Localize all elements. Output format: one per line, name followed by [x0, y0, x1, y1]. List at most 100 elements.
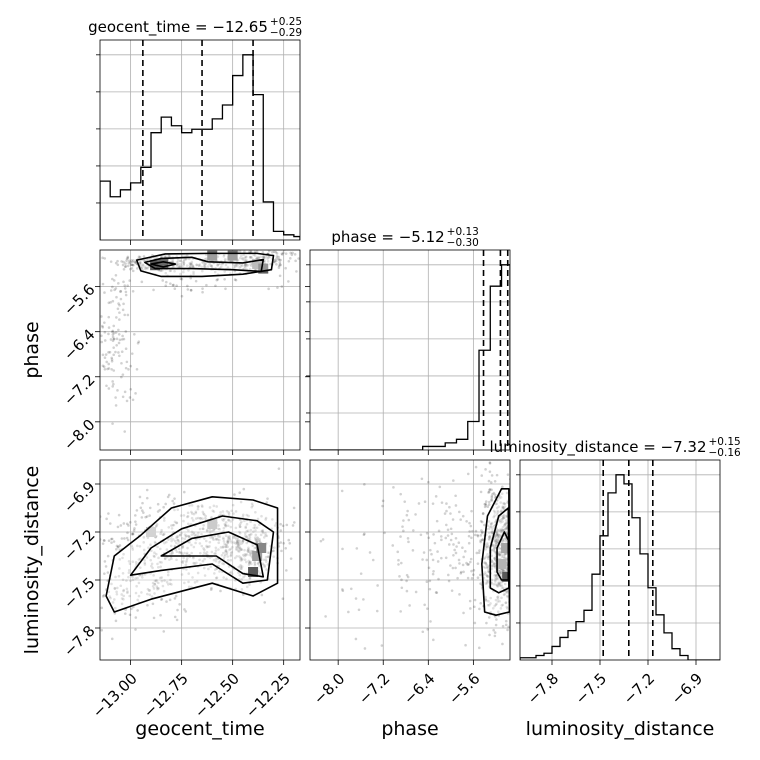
pair-geocent_time-luminosity_distance-point — [249, 520, 252, 524]
pair-phase-luminosity_distance-point — [324, 615, 327, 618]
pair-geocent_time-luminosity_distance-point — [145, 515, 149, 518]
pair-phase-luminosity_distance-point — [341, 588, 344, 591]
pair-phase-luminosity_distance-point — [498, 571, 502, 575]
pair-phase-luminosity_distance-point — [497, 576, 500, 580]
pair-geocent_time-luminosity_distance-point — [149, 543, 152, 546]
pair-geocent_time-luminosity_distance-point — [123, 537, 126, 540]
pair-geocent_time-phase-point — [143, 267, 147, 271]
pair-geocent_time-phase-point — [264, 255, 268, 259]
pair-phase-luminosity_distance-point — [512, 564, 515, 567]
pair-geocent_time-luminosity_distance-point — [226, 539, 230, 543]
pair-geocent_time-luminosity_distance-point — [258, 572, 262, 575]
pair-geocent_time-luminosity_distance-point — [260, 529, 264, 533]
pair-geocent_time-luminosity_distance-point — [264, 534, 267, 537]
pair-phase-luminosity_distance-point — [515, 481, 518, 484]
pair-phase-luminosity_distance-point — [411, 549, 415, 552]
pair-geocent_time-phase-point — [216, 263, 220, 267]
pair-geocent_time-luminosity_distance-point — [118, 567, 121, 570]
pair-geocent_time-phase-point — [133, 332, 136, 336]
pair-geocent_time-luminosity_distance-point — [245, 522, 249, 526]
pair-geocent_time-phase-point — [122, 302, 125, 306]
pair-geocent_time-phase-density-cell-3 — [227, 250, 238, 261]
pair-geocent_time-luminosity_distance-point — [184, 560, 188, 564]
pair-geocent_time-luminosity_distance-point — [44, 534, 47, 537]
pair-phase-luminosity_distance-point — [503, 522, 507, 526]
pair-geocent_time-luminosity_distance-point — [193, 562, 196, 565]
pair-geocent_time-luminosity_distance-point — [125, 587, 129, 591]
pair-phase-luminosity_distance-point — [495, 502, 499, 506]
pair-phase-luminosity_distance-point — [398, 575, 401, 578]
pair-geocent_time-phase-point — [203, 265, 206, 269]
pair-phase-luminosity_distance-point — [478, 573, 482, 577]
pair-phase-luminosity_distance-point — [521, 534, 524, 537]
pair-geocent_time-luminosity_distance-point — [142, 536, 146, 539]
pair-geocent_time-phase-point — [142, 255, 146, 258]
pair-geocent_time-luminosity_distance-point — [162, 532, 166, 536]
pair-geocent_time-luminosity_distance-point — [279, 541, 283, 544]
pair-geocent_time-phase-point — [183, 258, 186, 262]
pair-geocent_time-phase-point — [127, 261, 131, 265]
pair-phase-luminosity_distance-point — [319, 539, 323, 543]
pair-phase-luminosity_distance-point — [499, 584, 502, 588]
pair-phase-luminosity_distance-point — [484, 547, 488, 551]
pair-phase-luminosity_distance-point — [449, 538, 453, 542]
pair-geocent_time-luminosity_distance-point — [264, 560, 268, 563]
pair-geocent_time-phase-point — [169, 269, 173, 273]
pair-geocent_time-luminosity_distance-point — [256, 537, 260, 540]
pair-phase-luminosity_distance-point — [479, 540, 482, 544]
pair-phase-luminosity_distance-point — [513, 563, 516, 566]
pair-geocent_time-luminosity_distance-point — [261, 530, 265, 533]
pair-geocent_time-phase-point — [232, 262, 235, 266]
pair-geocent_time-phase-point — [123, 313, 127, 317]
pair-geocent_time-phase-point — [129, 263, 133, 267]
pair-geocent_time-luminosity_distance-point — [167, 538, 170, 541]
pair-phase-luminosity_distance-point — [495, 541, 498, 544]
pair-geocent_time-luminosity_distance-point — [233, 493, 236, 496]
pair-phase-luminosity_distance-density-cell-2 — [496, 559, 507, 569]
pair-geocent_time-luminosity_distance-point — [203, 548, 206, 552]
pair-geocent_time-luminosity_distance-point — [202, 512, 205, 516]
pair-geocent_time-luminosity_distance-point — [285, 569, 288, 572]
pair-geocent_time-luminosity_distance-point — [238, 525, 242, 528]
pair-phase-luminosity_distance-point — [497, 538, 501, 541]
pair-phase-luminosity_distance-point — [516, 593, 519, 596]
pair-phase-luminosity_distance-point — [497, 553, 500, 556]
pair-phase-luminosity_distance-point — [520, 540, 523, 543]
pair-geocent_time-luminosity_distance-point — [114, 619, 118, 623]
pair-phase-luminosity_distance-point — [498, 583, 502, 587]
pair-phase-luminosity_distance-point — [504, 537, 507, 540]
pair-phase-luminosity_distance-point — [455, 545, 458, 548]
pair-geocent_time-luminosity_distance-point — [210, 529, 214, 533]
pair-phase-luminosity_distance-point — [363, 647, 367, 650]
pair-phase-luminosity_distance-density-cell-0 — [501, 543, 510, 553]
hist-luminosity_distance-frame — [519, 459, 721, 661]
pair-phase-luminosity_distance-point — [490, 496, 494, 499]
pair-geocent_time-phase-point — [246, 263, 250, 267]
pair-geocent_time-luminosity_distance-point — [168, 598, 172, 602]
pair-geocent_time-phase-point — [208, 262, 211, 266]
pair-geocent_time-luminosity_distance-point — [206, 545, 210, 549]
pair-phase-luminosity_distance-point — [427, 566, 431, 570]
pair-geocent_time-luminosity_distance-point — [91, 615, 94, 618]
pair-phase-luminosity_distance-point — [479, 601, 483, 605]
pair-geocent_time-luminosity_distance-point — [157, 556, 160, 560]
hist-phase-frame — [309, 249, 511, 451]
title-phase: phase = −5.12 — [331, 228, 444, 246]
pair-geocent_time-luminosity_distance-point — [128, 521, 132, 524]
pair-geocent_time-luminosity_distance-point — [183, 608, 186, 611]
pair-geocent_time-phase-point — [204, 262, 208, 265]
pair-phase-luminosity_distance-point — [499, 510, 502, 514]
pair-geocent_time-phase-point — [223, 277, 226, 281]
pair-geocent_time-luminosity_distance-density-cell-3 — [248, 567, 259, 577]
pair-geocent_time-phase-point — [272, 250, 276, 254]
pair-geocent_time-luminosity_distance-point — [135, 584, 138, 588]
pair-phase-luminosity_distance-point — [533, 559, 536, 562]
pair-geocent_time-luminosity_distance-point — [153, 540, 157, 544]
pair-geocent_time-phase-point — [188, 264, 192, 267]
pair-phase-luminosity_distance-point — [493, 479, 497, 483]
pair-geocent_time-luminosity_distance-point — [222, 557, 226, 561]
pair-phase-luminosity_distance-point — [522, 550, 525, 553]
pair-phase-luminosity_distance-point — [505, 590, 508, 594]
pair-geocent_time-luminosity_distance-point — [217, 538, 221, 542]
pair-geocent_time-phase-point — [178, 265, 182, 268]
